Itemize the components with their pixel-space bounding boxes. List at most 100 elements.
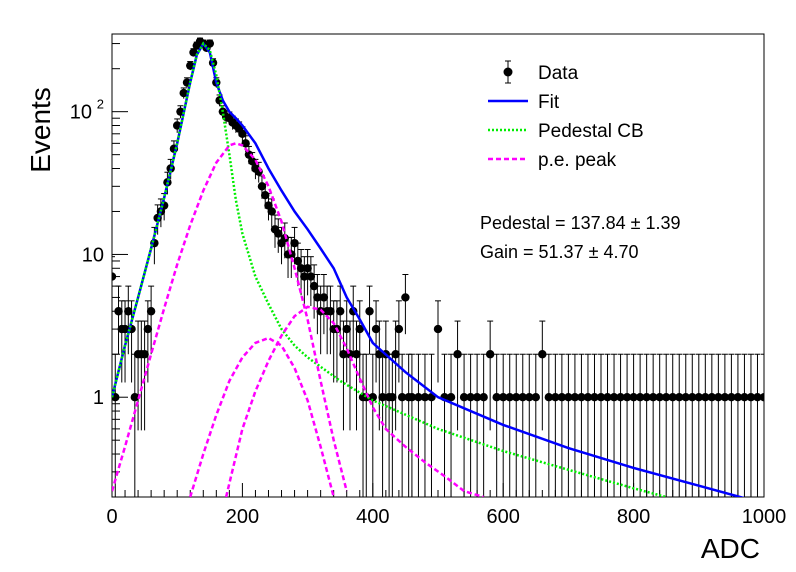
data-point bbox=[603, 393, 612, 402]
data-point bbox=[267, 207, 276, 216]
data-point bbox=[401, 293, 410, 302]
legend-entry: Pedestal CB bbox=[488, 121, 644, 142]
data-point bbox=[274, 229, 283, 238]
data-point bbox=[407, 393, 417, 402]
data-point bbox=[146, 307, 156, 316]
data-point bbox=[662, 393, 671, 402]
data-point bbox=[309, 281, 319, 291]
data-point bbox=[388, 393, 397, 402]
data-point bbox=[551, 393, 560, 402]
gain-annotation: Gain = 51.37 ± 4.70 bbox=[480, 242, 639, 262]
data-point bbox=[622, 393, 632, 402]
x-tick-label: 800 bbox=[617, 506, 650, 528]
data-point bbox=[583, 393, 593, 402]
data-point bbox=[577, 393, 586, 402]
data-point bbox=[306, 272, 316, 281]
data-point bbox=[352, 350, 361, 359]
data-point bbox=[290, 238, 299, 248]
data-point bbox=[518, 393, 527, 402]
data-point bbox=[688, 393, 697, 402]
data-point bbox=[629, 393, 638, 402]
data-point bbox=[753, 393, 762, 402]
data-point bbox=[446, 393, 456, 402]
x-tick-label: 400 bbox=[356, 506, 389, 528]
data-point bbox=[339, 350, 348, 359]
data-point bbox=[466, 393, 475, 402]
data-point bbox=[459, 393, 469, 402]
data-point bbox=[505, 393, 514, 402]
data-point bbox=[433, 324, 443, 334]
data-point bbox=[759, 393, 764, 402]
y-tick-label-exponent: 2 bbox=[97, 97, 104, 112]
data-point bbox=[525, 393, 534, 402]
y-tick-label: 1 bbox=[93, 387, 104, 409]
data-point bbox=[499, 393, 508, 402]
data-point bbox=[319, 293, 329, 302]
data-point bbox=[293, 256, 303, 266]
y-tick-label: 10 bbox=[82, 244, 104, 266]
data-point bbox=[300, 272, 309, 281]
data-point bbox=[397, 393, 407, 402]
data-point bbox=[143, 324, 153, 334]
data-point bbox=[371, 324, 381, 334]
data-point bbox=[280, 233, 289, 243]
data-point bbox=[368, 393, 377, 402]
data-point bbox=[355, 324, 364, 334]
data-point bbox=[391, 350, 400, 359]
data-point bbox=[365, 307, 374, 316]
legend-label: Data bbox=[538, 63, 579, 84]
data-point bbox=[570, 393, 580, 402]
data-point bbox=[205, 39, 214, 48]
x-tick-label: 1000 bbox=[742, 506, 787, 528]
data-point bbox=[557, 393, 567, 402]
data-point bbox=[296, 264, 306, 273]
data-point bbox=[746, 393, 756, 402]
data-point bbox=[635, 393, 645, 402]
data-point bbox=[179, 88, 188, 98]
data-point bbox=[189, 48, 198, 57]
curve-p-e-peak bbox=[112, 141, 348, 492]
data-point bbox=[707, 393, 717, 402]
data-point bbox=[124, 307, 133, 316]
x-tick-label: 200 bbox=[226, 506, 259, 528]
x-axis-label: ADC bbox=[701, 533, 760, 564]
data-point bbox=[564, 393, 573, 402]
fit-curves bbox=[112, 41, 745, 497]
data-point bbox=[472, 393, 482, 402]
data-point bbox=[414, 393, 423, 402]
axis-ticks: 0 200 400 600 800 1000 1 10 10 2 bbox=[70, 43, 787, 528]
legend: Data Fit Pedestal CB p.e. peak bbox=[488, 60, 644, 171]
curve-pe-peak-3 bbox=[189, 336, 335, 497]
x-tick-label: 600 bbox=[487, 506, 520, 528]
data-point bbox=[538, 350, 547, 359]
x-tick-label: 0 bbox=[106, 506, 117, 528]
data-point bbox=[642, 393, 651, 402]
data-point bbox=[378, 393, 387, 402]
legend-entry: Data bbox=[503, 60, 579, 84]
data-point bbox=[186, 61, 195, 70]
data-point bbox=[130, 393, 140, 402]
legend-label: p.e. peak bbox=[538, 150, 617, 171]
data-point bbox=[655, 393, 664, 402]
legend-entry: p.e. peak bbox=[488, 150, 617, 171]
legend-label: Fit bbox=[538, 92, 560, 113]
data-point bbox=[326, 307, 335, 316]
data-point bbox=[609, 393, 619, 402]
data-point bbox=[114, 307, 123, 316]
data-point bbox=[492, 393, 501, 402]
data-point bbox=[740, 393, 749, 402]
data-point bbox=[675, 393, 684, 402]
data-point bbox=[120, 324, 130, 334]
data-point bbox=[648, 393, 658, 402]
data-point bbox=[544, 393, 554, 402]
legend-entry: Fit bbox=[488, 92, 560, 113]
data-point bbox=[668, 393, 677, 402]
data-point bbox=[512, 393, 521, 402]
data-point bbox=[616, 393, 625, 402]
data-point bbox=[727, 393, 736, 402]
y-axis-label: Events bbox=[25, 87, 56, 173]
y-tick-label: 10 bbox=[70, 102, 92, 124]
data-point bbox=[681, 393, 690, 402]
curve-pedestal-cb bbox=[112, 41, 667, 497]
